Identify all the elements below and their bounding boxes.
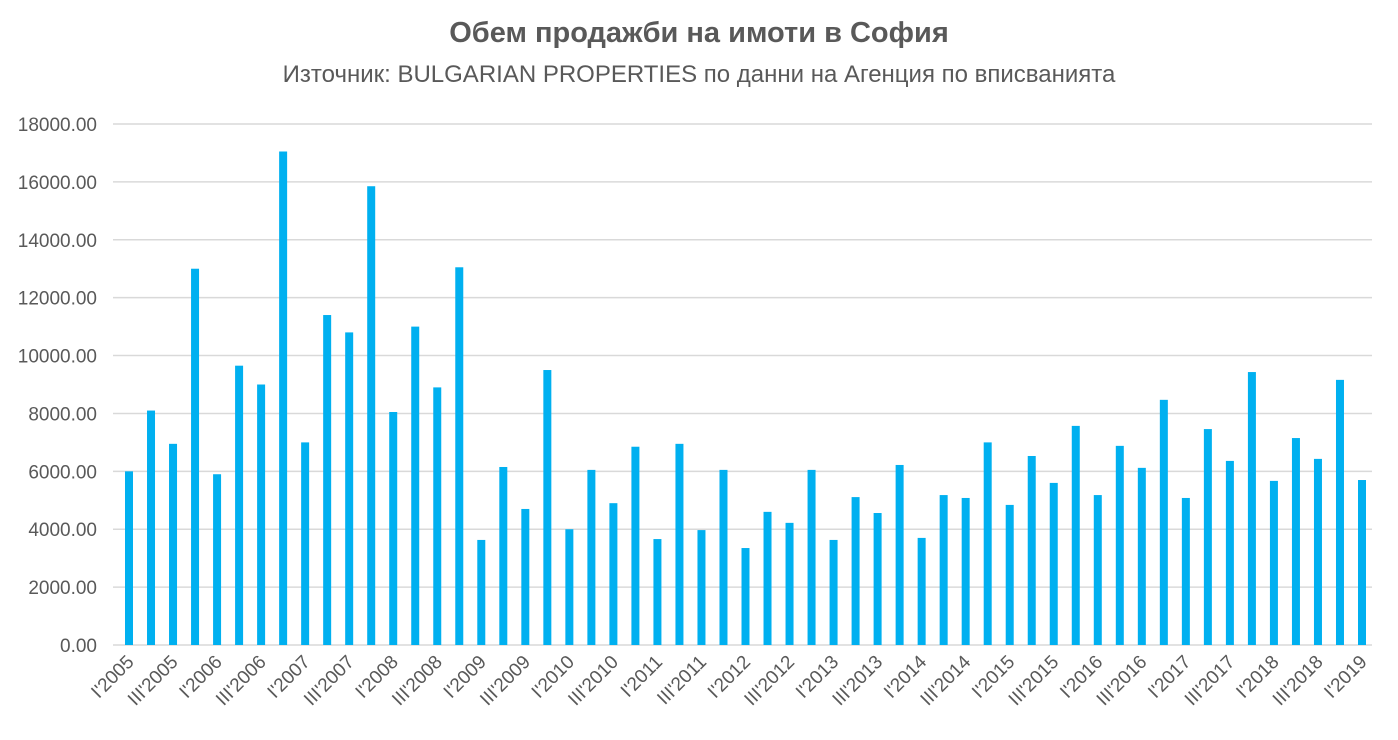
x-tick-label: III'2010 bbox=[564, 652, 623, 711]
x-tick-label: III'2011 bbox=[653, 652, 711, 710]
bar-II'2010 bbox=[587, 469, 596, 645]
bar-II'2005 bbox=[147, 410, 156, 645]
bar-II'2009 bbox=[499, 466, 508, 645]
bar-IV'2016 bbox=[1159, 399, 1168, 645]
bar-IV'2013 bbox=[895, 464, 904, 645]
x-tick-label: III'2012 bbox=[741, 652, 800, 711]
bar-I'2007 bbox=[301, 442, 310, 645]
x-tick-label: III'2018 bbox=[1269, 652, 1328, 711]
bar-IV'2005 bbox=[191, 268, 200, 645]
x-tick-label: III'2016 bbox=[1093, 652, 1152, 711]
bar-IV'2007 bbox=[367, 186, 376, 645]
bar-II'2015 bbox=[1027, 455, 1036, 645]
y-tick-label: 2000.00 bbox=[28, 578, 97, 599]
bar-I'2005 bbox=[125, 471, 133, 645]
bar-III'2017 bbox=[1225, 460, 1234, 645]
bar-IV'2017 bbox=[1247, 372, 1256, 645]
x-tick-label: III'2009 bbox=[476, 652, 535, 711]
bar-III'2014 bbox=[961, 497, 970, 645]
bar-II'2007 bbox=[323, 315, 332, 645]
bar-III'2009 bbox=[521, 508, 530, 645]
bar-I'2015 bbox=[1005, 504, 1014, 645]
bar-III'2010 bbox=[609, 503, 618, 645]
y-tick-label: 18000.00 bbox=[18, 115, 97, 136]
y-axis: 0.00 2000.00 4000.00 6000.00 8000.00 10000.00… bbox=[18, 115, 97, 657]
bar-IV'2010 bbox=[631, 446, 640, 645]
bar-I'2012 bbox=[741, 548, 750, 645]
x-tick-label: III'2005 bbox=[124, 652, 183, 711]
bar-I'2014 bbox=[917, 537, 926, 645]
x-tick-label: III'2008 bbox=[388, 652, 447, 711]
y-tick-label: 10000.00 bbox=[18, 347, 97, 368]
x-tick-label: III'2015 bbox=[1005, 652, 1064, 711]
bar-I'2009 bbox=[477, 539, 486, 645]
bar-II'2006 bbox=[235, 365, 244, 645]
y-tick-label: 0.00 bbox=[60, 636, 97, 657]
bar-III'2016 bbox=[1137, 467, 1146, 645]
y-tick-label: 16000.00 bbox=[18, 173, 97, 194]
x-axis: I'2005III'2005I'2006III'2006I'2007III'20… bbox=[87, 651, 1371, 710]
bar-I'2008 bbox=[389, 411, 398, 645]
bar-II'2011 bbox=[675, 443, 684, 645]
bar-I'2017 bbox=[1181, 497, 1190, 645]
x-tick-label: III'2006 bbox=[212, 652, 271, 711]
bar-I'2006 bbox=[213, 474, 222, 645]
bar-II'2012 bbox=[763, 511, 772, 645]
gridlines bbox=[113, 123, 1372, 646]
bar-IV'2008 bbox=[455, 267, 464, 645]
bar-III'2006 bbox=[257, 384, 266, 645]
bar-IV'2018 bbox=[1335, 379, 1344, 645]
bar-III'2013 bbox=[873, 513, 882, 645]
y-tick-label: 8000.00 bbox=[28, 404, 97, 425]
bar-II'2013 bbox=[851, 497, 860, 645]
bar-I'2010 bbox=[565, 529, 574, 645]
x-tick-label: I'2019 bbox=[1320, 652, 1371, 703]
bar-I'2013 bbox=[829, 539, 838, 645]
bar-I'2018 bbox=[1269, 480, 1278, 645]
bars bbox=[125, 151, 1366, 645]
x-tick-label: III'2007 bbox=[300, 652, 359, 711]
chart-subtitle: Източник: BULGARIAN PROPERTIES по данни … bbox=[283, 61, 1116, 88]
bar-II'2014 bbox=[939, 495, 948, 645]
y-tick-label: 4000.00 bbox=[28, 520, 97, 541]
x-tick-label: III'2017 bbox=[1181, 652, 1240, 711]
bar-IV'2006 bbox=[279, 151, 288, 645]
bar-III'2018 bbox=[1313, 458, 1322, 645]
bar-IV'2009 bbox=[543, 370, 552, 645]
chart-title: Обем продажби на имоти в София bbox=[449, 17, 949, 49]
y-tick-label: 12000.00 bbox=[18, 289, 97, 310]
x-tick-label: III'2013 bbox=[829, 652, 888, 711]
bar-IV'2011 bbox=[719, 469, 728, 645]
bar-III'2012 bbox=[785, 522, 794, 645]
bar-IV'2012 bbox=[807, 469, 816, 645]
bar-II'2017 bbox=[1203, 429, 1212, 645]
x-tick-label: III'2014 bbox=[917, 651, 976, 710]
bar-III'2005 bbox=[169, 443, 178, 645]
y-tick-label: 6000.00 bbox=[28, 462, 97, 483]
bar-II'2016 bbox=[1115, 445, 1124, 645]
y-tick-label: 14000.00 bbox=[18, 231, 97, 252]
bar-IV'2015 bbox=[1071, 425, 1080, 645]
bar-I'2019 bbox=[1358, 480, 1366, 645]
bar-III'2011 bbox=[697, 530, 706, 645]
bar-I'2011 bbox=[653, 539, 662, 645]
bar-II'2008 bbox=[411, 326, 420, 645]
bar-I'2016 bbox=[1093, 495, 1102, 645]
bar-II'2018 bbox=[1291, 438, 1300, 645]
bar-IV'2014 bbox=[983, 442, 992, 645]
bar-III'2008 bbox=[433, 387, 442, 645]
bar-III'2015 bbox=[1049, 482, 1058, 645]
bar-III'2007 bbox=[345, 332, 354, 645]
